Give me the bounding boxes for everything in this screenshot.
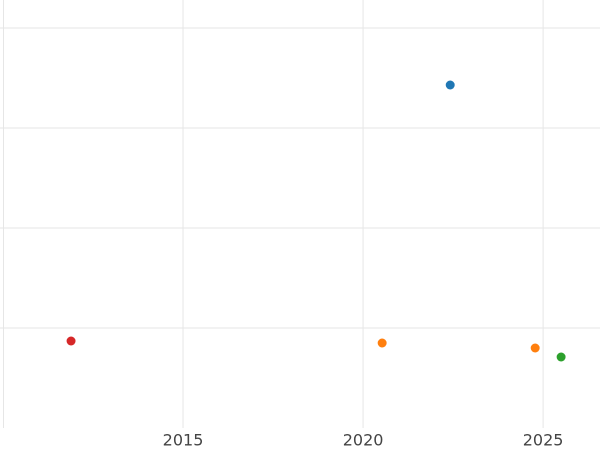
x-tick-label: 2025 — [523, 431, 564, 450]
point — [530, 343, 540, 353]
point — [445, 80, 455, 90]
point — [556, 352, 566, 362]
point — [377, 338, 387, 348]
point — [66, 336, 76, 346]
x-tick-label: 2015 — [163, 431, 204, 450]
x-tick-label: 2020 — [343, 431, 384, 450]
